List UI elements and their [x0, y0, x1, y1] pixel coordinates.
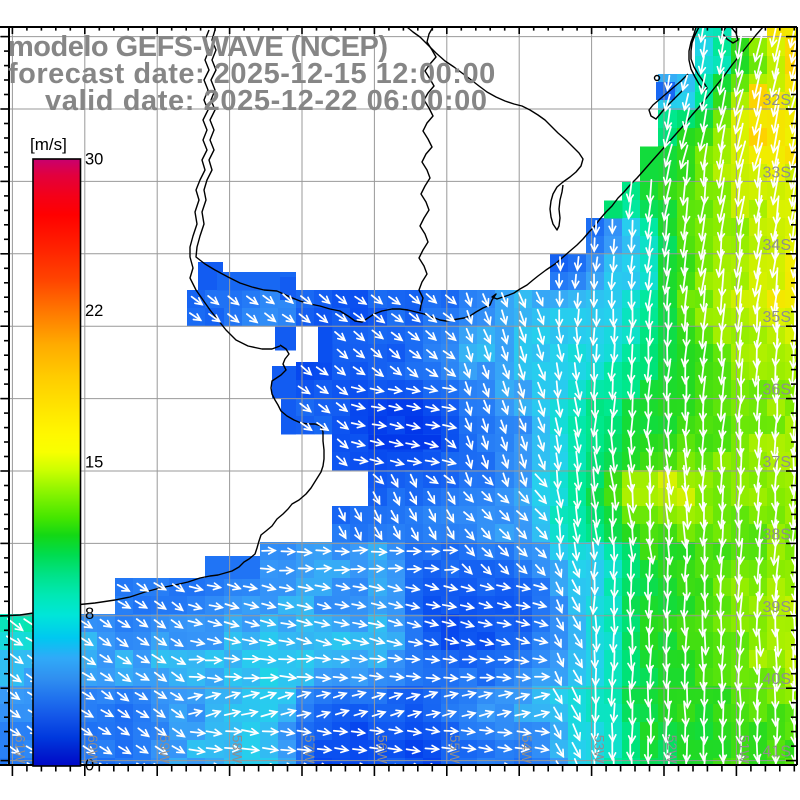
svg-text:52W: 52W — [664, 735, 680, 765]
svg-text:32S: 32S — [763, 92, 791, 109]
svg-text:60W: 60W — [85, 735, 101, 765]
svg-text:8: 8 — [85, 605, 94, 623]
svg-text:58W: 58W — [230, 735, 246, 765]
svg-text:39S: 39S — [763, 599, 791, 616]
svg-text:57W: 57W — [302, 735, 318, 765]
svg-text:22: 22 — [85, 302, 103, 320]
svg-text:0: 0 — [85, 757, 94, 775]
svg-text:34S: 34S — [763, 237, 791, 254]
svg-text:[m/s]: [m/s] — [30, 135, 67, 154]
svg-text:54W: 54W — [519, 735, 535, 765]
svg-text:55W: 55W — [447, 735, 463, 765]
svg-text:40S: 40S — [763, 671, 791, 688]
svg-text:51W: 51W — [736, 735, 752, 765]
svg-text:41S: 41S — [763, 744, 791, 761]
svg-text:35S: 35S — [763, 309, 791, 326]
svg-text:33S: 33S — [763, 164, 791, 181]
svg-text:36S: 36S — [763, 382, 791, 399]
svg-text:59W: 59W — [157, 735, 173, 765]
svg-text:37S: 37S — [763, 454, 791, 471]
svg-text:61W: 61W — [12, 735, 28, 765]
svg-text:38S: 38S — [763, 526, 791, 543]
svg-text:56W: 56W — [374, 735, 390, 765]
svg-text:30: 30 — [85, 151, 103, 169]
svg-text:53W: 53W — [592, 735, 608, 765]
svg-text:15: 15 — [85, 454, 103, 472]
